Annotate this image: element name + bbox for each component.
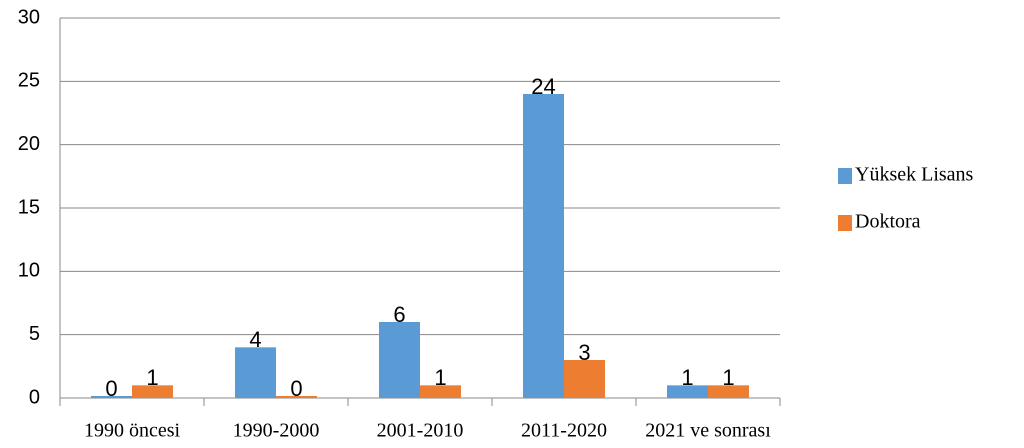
bar: [91, 396, 132, 398]
y-tick-label: 25: [18, 70, 40, 92]
x-tick-label: 2001-2010: [377, 420, 464, 442]
y-tick-label: 0: [29, 386, 40, 408]
data-label: 1: [434, 365, 446, 390]
legend-label: Doktora: [855, 211, 921, 233]
bar: [420, 385, 461, 398]
bar: [379, 322, 420, 398]
x-tick-label: 2021 ve sonrası: [645, 420, 771, 442]
bar: [276, 396, 317, 398]
data-label: 4: [249, 327, 261, 352]
bar: [564, 360, 605, 398]
legend-label: Yüksek Lisans: [855, 164, 974, 186]
data-label: 0: [290, 376, 302, 401]
data-label: 24: [531, 74, 555, 99]
bar: [708, 385, 749, 398]
y-tick-label: 20: [18, 133, 40, 155]
bar: [235, 347, 276, 398]
bar: [132, 385, 173, 398]
y-tick-label: 15: [18, 196, 40, 218]
legend-swatch: [838, 168, 852, 184]
data-label: 1: [722, 365, 734, 390]
data-label: 3: [578, 340, 590, 365]
data-label: 0: [105, 376, 117, 401]
x-tick-label: 2011-2020: [521, 420, 607, 442]
data-label: 1: [681, 365, 693, 390]
y-tick-label: 5: [29, 323, 40, 345]
bar: [667, 385, 708, 398]
y-tick-label: 10: [18, 260, 40, 282]
legend-swatch: [838, 215, 852, 231]
bar: [523, 94, 564, 398]
data-label: 6: [393, 302, 405, 327]
x-tick-label: 1990 öncesi: [84, 420, 181, 442]
y-tick-label: 30: [18, 6, 40, 28]
x-tick-label: 1990-2000: [233, 420, 320, 442]
data-label: 1: [146, 365, 158, 390]
